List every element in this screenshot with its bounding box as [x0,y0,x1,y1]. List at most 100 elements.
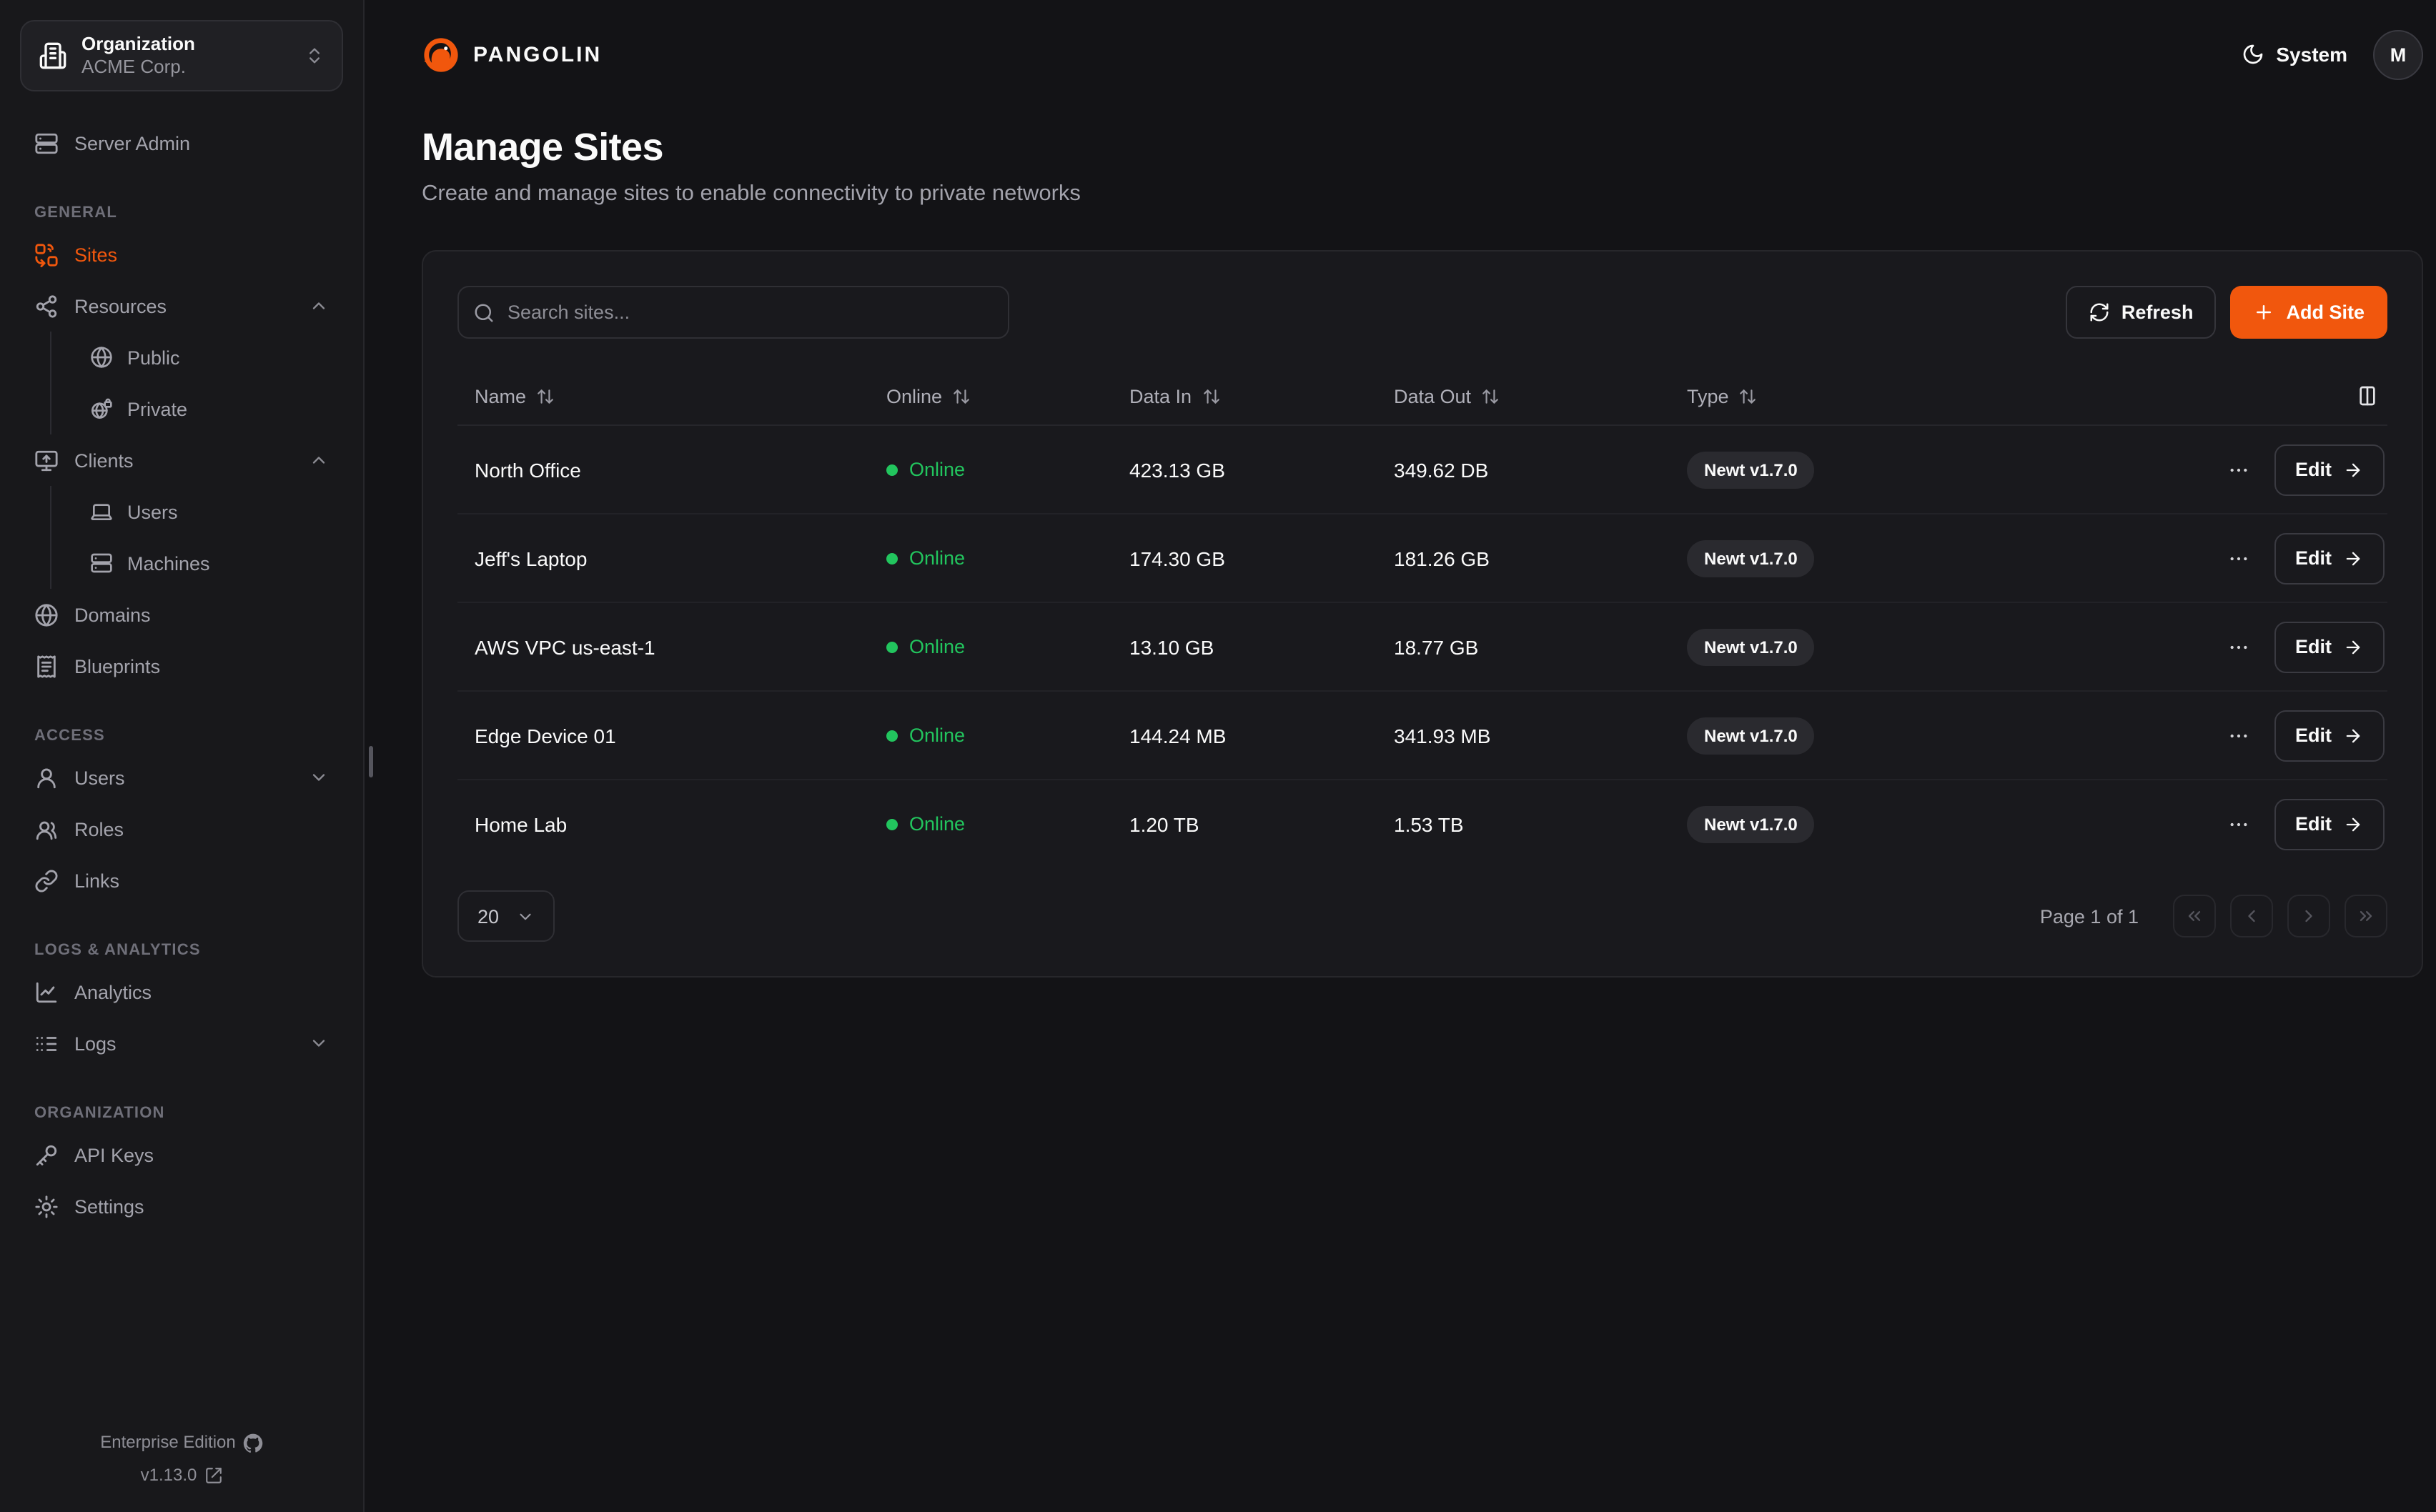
site-data-in: 13.10 GB [1129,635,1214,658]
sidebar-item-analytics[interactable]: Analytics [20,966,343,1018]
chevron-down-icon [309,1033,329,1053]
next-page-button[interactable] [2287,895,2330,937]
edit-button[interactable]: Edit [2274,532,2385,584]
chevron-up-icon [309,296,329,316]
sidebar-item-resources[interactable]: Resources [20,280,343,332]
page-size-value: 20 [477,905,500,927]
edit-button[interactable]: Edit [2274,444,2385,495]
sidebar-item-roles[interactable]: Roles [20,803,343,855]
theme-toggle[interactable]: System [2242,43,2347,66]
sidebar-item-users[interactable]: Users [20,752,343,803]
search-input[interactable] [457,286,1009,339]
first-page-button[interactable] [2173,895,2216,937]
sidebar-item-blueprints[interactable]: Blueprints [20,640,343,692]
server-icon [89,552,113,575]
site-name: Home Lab [475,812,568,835]
site-type-cell: Newt v1.7.0 [1687,628,2227,665]
table-header-row: Name Online Data In Data Out [457,367,2387,426]
row-menu-button[interactable] [2227,635,2249,658]
sort-icon [536,387,555,405]
site-type-badge: Newt v1.7.0 [1687,717,1815,754]
sidebar-item-label: Settings [74,1195,144,1217]
column-header-type[interactable]: Type [1687,385,2356,407]
globe-lock-icon [89,397,113,420]
sidebar-item-label: API Keys [74,1144,154,1165]
row-menu-button[interactable] [2227,724,2249,747]
site-data-in: 174.30 GB [1129,547,1225,570]
moon-icon [2242,43,2264,66]
version-link[interactable]: v1.13.0 [140,1465,197,1486]
site-data-in: 1.20 TB [1129,812,1199,835]
last-page-button[interactable] [2345,895,2387,937]
card-toolbar: Refresh Add Site [457,286,2387,339]
online-dot [886,464,898,475]
avatar[interactable]: M [2373,29,2423,79]
row-menu-button[interactable] [2227,458,2249,481]
sidebar-item-client-users[interactable]: Users [74,486,343,537]
prev-page-button[interactable] [2230,895,2273,937]
row-menu-button[interactable] [2227,812,2249,835]
row-actions: Edit [2227,444,2387,495]
row-actions: Edit [2227,798,2387,850]
sidebar-item-domains[interactable]: Domains [20,589,343,640]
sidebar-item-label: Users [74,767,125,788]
pager-buttons [2173,895,2387,937]
edit-label: Edit [2295,813,2332,835]
sidebar-item-machines[interactable]: Machines [74,537,343,589]
globe-icon [34,602,59,627]
page-size-select[interactable]: 20 [457,890,555,942]
org-switcher-value: ACME Corp. [81,56,186,77]
sort-icon [952,387,971,405]
column-header-name[interactable]: Name [457,385,886,407]
columns-icon [2356,384,2379,407]
site-name: Jeff's Laptop [475,547,588,570]
sidebar-item-label: Resources [74,295,167,317]
sidebar-item-sites[interactable]: Sites [20,229,343,280]
org-switcher[interactable]: Organization ACME Corp. [20,20,343,91]
github-icon[interactable] [243,1433,263,1453]
section-label-general: GENERAL [34,204,117,222]
edit-button[interactable]: Edit [2274,798,2385,850]
sidebar-item-server-admin[interactable]: Server Admin [20,117,343,169]
add-site-button[interactable]: Add Site [2230,286,2387,339]
sidebar-item-settings[interactable]: Settings [20,1180,343,1232]
sidebar-scrollbar-thumb[interactable] [369,746,373,777]
column-header-online[interactable]: Online [886,385,1129,407]
site-status: Online [886,725,1129,746]
globe-icon [89,346,113,369]
pangolin-logo-icon [422,35,460,74]
column-visibility-button[interactable] [2356,384,2387,407]
edit-label: Edit [2295,636,2332,657]
online-dot [886,552,898,564]
sidebar-item-label: Machines [127,552,210,574]
table-footer: 20 Page 1 of 1 [457,890,2387,942]
column-label: Online [886,385,943,407]
column-header-data-in[interactable]: Data In [1129,385,1394,407]
sidebar-item-private[interactable]: Private [74,383,343,434]
edit-button[interactable]: Edit [2274,621,2385,672]
sidebar-footer: Enterprise Edition v1.13.0 [0,1427,363,1512]
section-label-logs-analytics: LOGS & ANALYTICS [34,942,201,959]
site-type-cell: Newt v1.7.0 [1687,451,2227,488]
column-header-data-out[interactable]: Data Out [1394,385,1687,407]
edit-button[interactable]: Edit [2274,710,2385,761]
sidebar-item-clients[interactable]: Clients [20,434,343,486]
pager: Page 1 of 1 [2040,895,2387,937]
refresh-button[interactable]: Refresh [2065,286,2217,339]
row-menu-button[interactable] [2227,547,2249,570]
sidebar-item-links[interactable]: Links [20,855,343,906]
laptop-icon [89,500,113,523]
sidebar-item-public[interactable]: Public [74,332,343,383]
brand-name: PANGOLIN [473,42,603,66]
topbar: PANGOLIN System M [422,0,2423,109]
receipt-icon [34,654,59,678]
sidebar-item-label: Analytics [74,981,152,1003]
sidebar-item-logs[interactable]: Logs [20,1018,343,1069]
edit-label: Edit [2295,547,2332,569]
arrow-right-icon [2343,637,2363,657]
row-actions: Edit [2227,621,2387,672]
sidebar-item-api-keys[interactable]: API Keys [20,1129,343,1180]
site-type-cell: Newt v1.7.0 [1687,539,2227,577]
sidebar-item-label: Domains [74,604,151,625]
